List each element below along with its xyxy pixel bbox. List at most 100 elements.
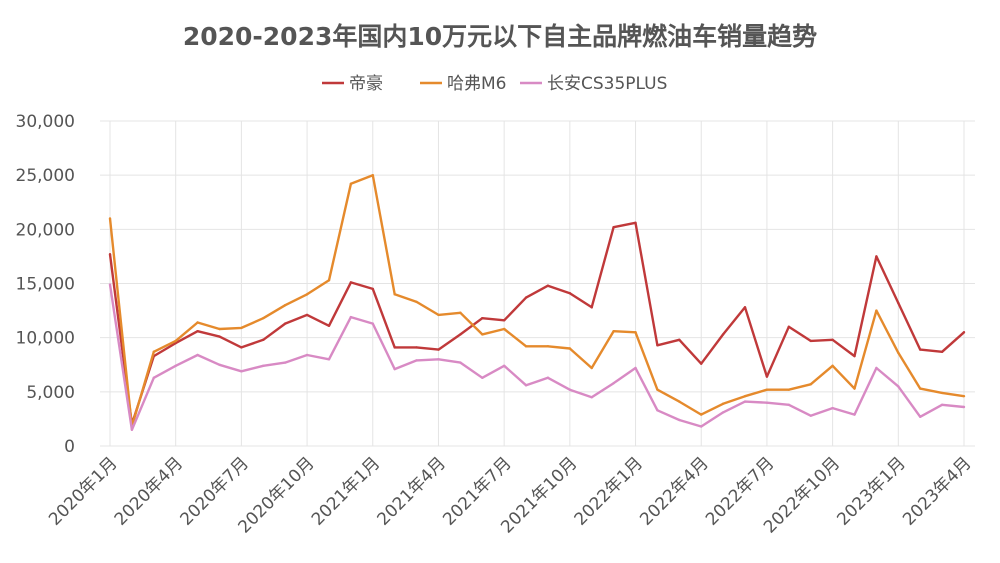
data-point <box>371 173 374 177</box>
data-point <box>634 331 637 334</box>
data-point <box>656 344 659 347</box>
data-point <box>721 411 725 414</box>
data-point <box>612 225 615 229</box>
x-tick-label: 2020年4月 <box>111 453 187 529</box>
data-point <box>305 313 309 317</box>
data-point <box>393 367 396 371</box>
data-point <box>437 313 440 317</box>
data-point <box>524 345 528 348</box>
x-tick-label: 2023年1月 <box>833 453 909 529</box>
data-point <box>831 406 834 410</box>
data-point <box>152 350 155 353</box>
data-point <box>415 300 418 304</box>
data-point <box>437 348 440 351</box>
data-point <box>524 296 528 299</box>
data-point <box>393 346 396 349</box>
data-point <box>919 415 922 418</box>
data-point <box>853 413 856 416</box>
data-point <box>590 306 593 309</box>
data-point <box>568 388 572 391</box>
data-point <box>152 376 155 379</box>
x-tick-label: 2020年1月 <box>45 453 121 529</box>
data-point <box>240 326 243 330</box>
data-point <box>787 403 791 407</box>
grid <box>100 120 975 447</box>
data-point <box>721 333 725 336</box>
data-point <box>546 284 550 287</box>
data-point <box>678 400 681 403</box>
data-point <box>240 370 243 373</box>
legend-label: 哈弗M6 <box>447 74 506 94</box>
data-point <box>962 394 966 398</box>
data-point <box>218 327 221 331</box>
data-point <box>656 409 659 412</box>
series-line-1 <box>108 173 965 428</box>
data-point <box>459 311 462 314</box>
data-point <box>919 348 922 351</box>
data-point <box>721 402 725 405</box>
data-point <box>240 346 243 349</box>
data-point <box>940 403 944 407</box>
data-point <box>415 359 418 362</box>
data-point <box>546 345 550 348</box>
data-point <box>897 301 900 305</box>
data-point <box>174 339 177 343</box>
data-point <box>875 366 878 370</box>
series-lines <box>108 173 966 431</box>
data-point <box>502 364 506 368</box>
data-point <box>590 396 593 399</box>
data-point <box>568 347 572 350</box>
y-tick-label: 10,000 <box>16 329 75 349</box>
data-point <box>787 388 791 391</box>
x-tick-label: 2022年4月 <box>636 453 712 529</box>
data-point <box>218 335 221 338</box>
data-point <box>678 338 681 342</box>
data-point <box>327 279 331 282</box>
data-point <box>262 364 265 368</box>
data-point <box>940 350 944 353</box>
data-point <box>327 358 331 361</box>
data-point <box>612 329 615 333</box>
data-point <box>831 364 834 368</box>
data-point <box>502 327 506 331</box>
data-point <box>612 381 615 385</box>
data-point <box>634 221 637 225</box>
y-axis: 0 5,000 10,000 15,000 20,000 25,000 30,000 <box>16 112 75 457</box>
data-point <box>196 353 199 357</box>
data-point <box>940 391 944 395</box>
data-point <box>283 303 287 307</box>
x-tick-label: 2022年1月 <box>571 453 647 529</box>
data-point <box>787 325 791 329</box>
data-point <box>305 353 309 357</box>
data-point <box>656 388 659 391</box>
data-point <box>196 321 199 324</box>
data-point <box>743 400 747 403</box>
data-point <box>962 405 966 409</box>
x-tick-label: 2021年1月 <box>308 453 384 529</box>
data-point <box>437 358 440 361</box>
series-line-2 <box>108 284 965 431</box>
data-point <box>415 346 418 349</box>
data-point <box>459 333 462 336</box>
data-point <box>765 375 769 378</box>
legend-label: 长安CS35PLUS <box>547 74 667 94</box>
data-point <box>371 287 374 291</box>
data-point <box>809 339 812 343</box>
data-point <box>831 338 834 342</box>
data-point <box>327 324 331 327</box>
data-point <box>700 425 703 428</box>
data-point <box>875 309 878 312</box>
y-tick-label: 5,000 <box>26 383 75 403</box>
y-tick-label: 30,000 <box>16 112 75 132</box>
data-point <box>371 322 374 325</box>
data-point <box>502 319 506 322</box>
y-tick-label: 25,000 <box>16 166 75 186</box>
data-point <box>700 362 703 365</box>
data-point <box>283 322 287 325</box>
y-tick-label: 15,000 <box>16 275 75 295</box>
data-point <box>700 413 703 416</box>
data-point <box>481 333 484 336</box>
data-point <box>349 182 353 186</box>
data-point <box>349 281 353 284</box>
